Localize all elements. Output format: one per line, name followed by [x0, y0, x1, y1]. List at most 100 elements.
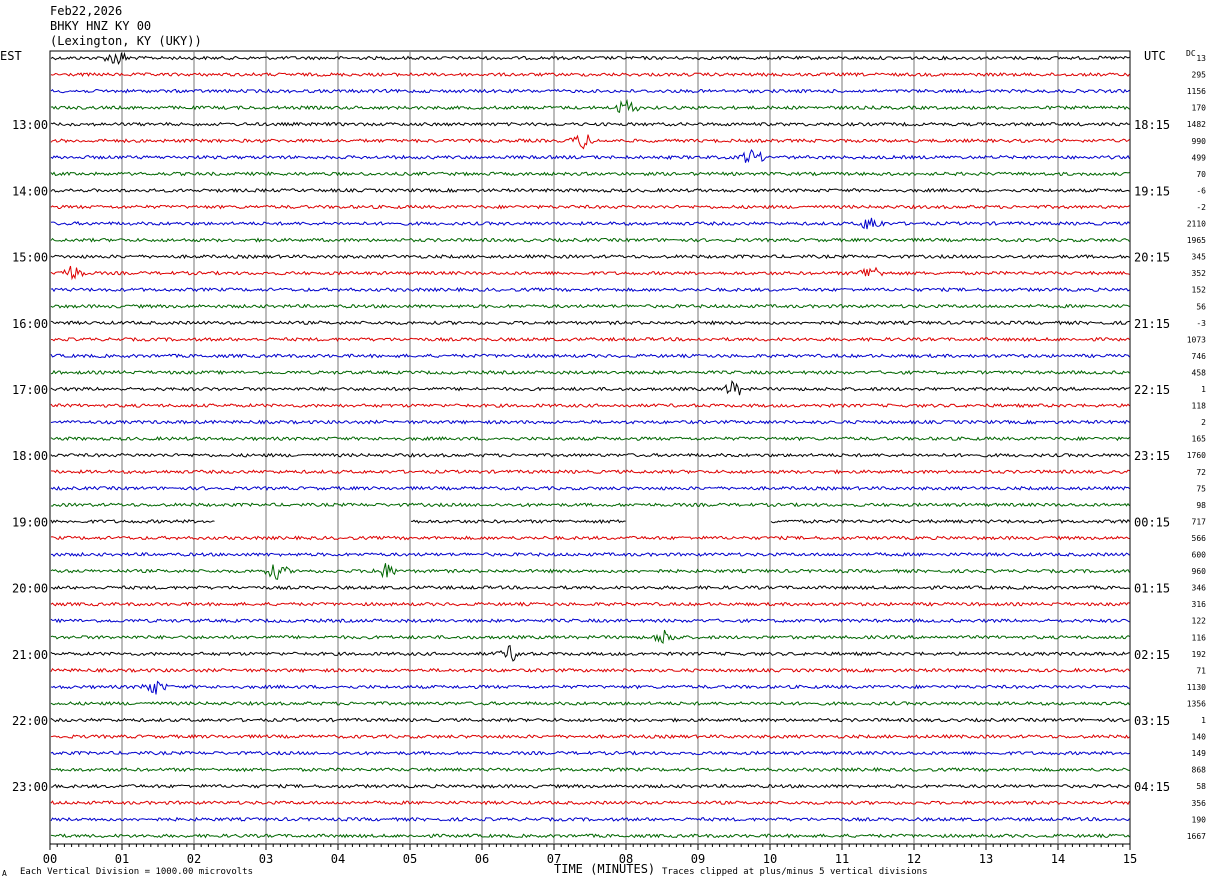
plot-date: Feb22,2026: [50, 4, 123, 18]
x-tick-label: 11: [835, 852, 849, 866]
seismic-trace: [50, 618, 1130, 624]
dc-offset-label: 165: [1192, 435, 1207, 444]
seismic-trace: [50, 171, 1130, 177]
dc-offset-label: -2: [1196, 203, 1206, 212]
dc-offset-label: 566: [1192, 534, 1207, 543]
seismic-trace: [50, 336, 1130, 342]
dc-offset-label: 1156: [1187, 87, 1206, 96]
dc-offset-label: 356: [1192, 799, 1207, 808]
dc-offset-label: 71: [1196, 666, 1206, 675]
seismic-trace: [50, 287, 1130, 293]
seismic-trace: [50, 452, 1130, 458]
right-hour-label: 03:15: [1134, 714, 1170, 728]
seismic-trace: [50, 644, 1130, 662]
seismic-trace: [50, 750, 1130, 756]
left-hour-label: 20:00: [12, 582, 48, 596]
seismic-trace: [50, 680, 1130, 695]
seismic-trace: [50, 816, 1130, 822]
seismic-trace: [50, 88, 1130, 94]
seismic-trace: [50, 379, 1130, 396]
seismic-trace: [50, 469, 1130, 475]
right-hour-label: 01:15: [1134, 582, 1170, 596]
dc-offset-label: 600: [1192, 551, 1207, 560]
x-tick-label: 12: [907, 852, 921, 866]
right-hour-label: 00:15: [1134, 515, 1170, 529]
x-tick-label: 03: [259, 852, 273, 866]
dc-offset-label: 295: [1192, 71, 1207, 80]
seismic-trace: [50, 485, 1130, 491]
seismic-trace: [50, 419, 1130, 425]
plot-frame: [49, 50, 1131, 845]
x-tick-label: 14: [1051, 852, 1065, 866]
seismic-trace: [50, 767, 1130, 773]
right-hour-label: 02:15: [1134, 648, 1170, 662]
x-tick-label: 02: [187, 852, 201, 866]
left-hour-label: 22:00: [12, 714, 48, 728]
seismic-trace: [50, 121, 1130, 127]
seismic-trace: [50, 320, 1130, 326]
right-hour-label: 04:15: [1134, 780, 1170, 794]
dc-offset-label: 149: [1192, 749, 1207, 758]
seismic-trace: [50, 734, 1130, 740]
dc-offset-label: 1356: [1187, 699, 1206, 708]
dc-offset-label: 868: [1192, 766, 1207, 775]
seismic-trace: [50, 72, 1130, 78]
dc-offset-label: 1073: [1187, 335, 1206, 344]
dc-offset-label: 1: [1201, 385, 1206, 394]
seismic-trace: [50, 98, 1130, 114]
seismic-trace: [50, 800, 1130, 806]
dc-offset-label: 316: [1192, 600, 1207, 609]
dc-offset-label: 70: [1196, 170, 1206, 179]
left-hour-label: 14:00: [12, 184, 48, 198]
dc-offset-label: 75: [1196, 484, 1206, 493]
x-tick-label: 15: [1123, 852, 1137, 866]
seismic-trace: [50, 134, 1130, 150]
x-tick-label: 13: [979, 852, 993, 866]
left-timezone-label: EST: [0, 49, 22, 63]
dc-offset-label: 170: [1192, 104, 1207, 113]
left-hour-label: 19:00: [12, 515, 48, 529]
left-hour-label: 16:00: [12, 317, 48, 331]
x-tick-label: 01: [115, 852, 129, 866]
seismic-trace: [50, 303, 1130, 309]
seismic-trace: [50, 535, 1130, 541]
right-hour-label: 20:15: [1134, 251, 1170, 265]
dc-offset-label: 458: [1192, 368, 1207, 377]
seismic-trace: [50, 403, 1130, 409]
seismic-trace: [50, 700, 1130, 706]
seismic-trace: [50, 717, 1130, 723]
dc-offset-label: 717: [1192, 517, 1207, 526]
dc-offset-label: 1482: [1187, 120, 1206, 129]
seismic-trace: [50, 51, 1130, 65]
clip-note: Traces clipped at plus/minus 5 vertical …: [662, 867, 928, 877]
dc-offset-label: 1130: [1187, 683, 1206, 692]
left-hour-label: 15:00: [12, 251, 48, 265]
seismic-trace: [50, 436, 1130, 442]
dc-offset-label: 746: [1192, 352, 1207, 361]
x-tick-label: 04: [331, 852, 345, 866]
x-tick-label: 08: [619, 852, 633, 866]
right-hour-label: 22:15: [1134, 383, 1170, 397]
dc-offset-label: 116: [1192, 633, 1207, 642]
seismic-trace: [50, 204, 1130, 210]
left-hour-label: 23:00: [12, 780, 48, 794]
seismic-trace: [50, 629, 1130, 644]
dc-offset-label: 2110: [1187, 220, 1206, 229]
left-hour-label: 21:00: [12, 648, 48, 662]
dc-offset-label: 13: [1196, 54, 1206, 63]
scale-note: Each Vertical Division = 1000.00 microvo…: [20, 867, 253, 877]
seismic-trace: [50, 585, 1130, 591]
station-name: BHKY HNZ KY 00: [50, 19, 152, 33]
dc-offset-label: 190: [1192, 815, 1207, 824]
dc-offset-label: 345: [1192, 253, 1207, 262]
dc-offset-label: 990: [1192, 137, 1207, 146]
dc-offset-label: 352: [1192, 269, 1207, 278]
right-timezone-label: UTC: [1144, 49, 1166, 63]
seismic-trace: [51, 551, 1130, 558]
seismic-trace: [50, 563, 1130, 580]
left-hour-label: 18:00: [12, 449, 48, 463]
x-tick-label: 06: [475, 852, 489, 866]
dc-offset-label: 118: [1192, 402, 1207, 411]
dc-offset-header: DC: [1186, 49, 1196, 58]
